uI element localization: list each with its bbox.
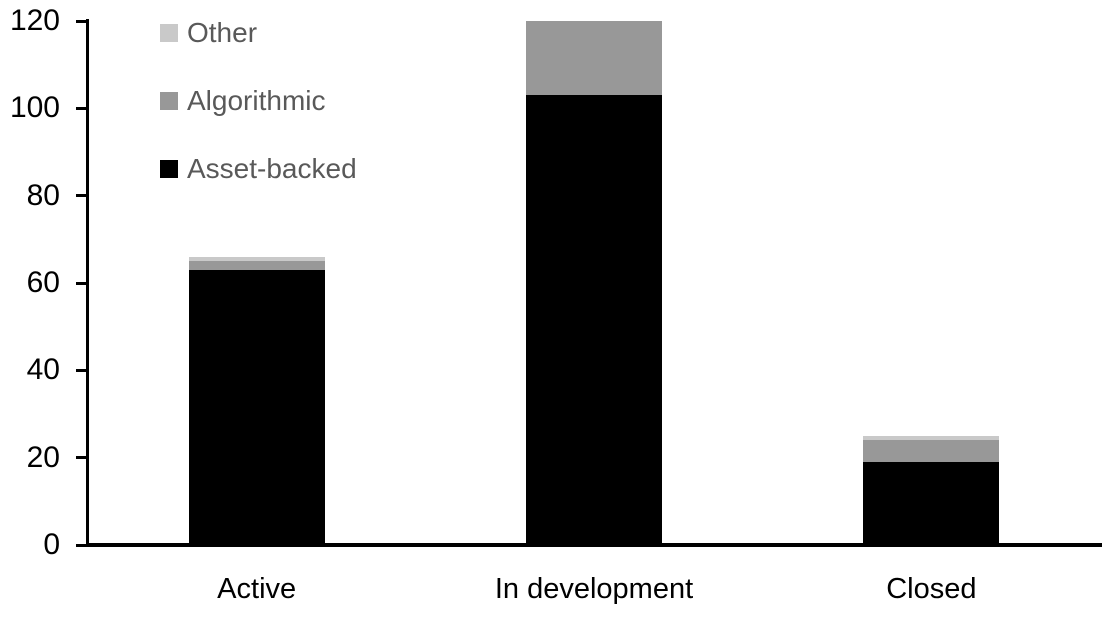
- chart-legend: Other Algorithmic Asset-backed: [160, 16, 357, 186]
- y-axis-tick-label: 60: [26, 266, 60, 299]
- algorithmic-swatch-icon: [160, 92, 178, 110]
- legend-item-asset-backed: Asset-backed: [160, 152, 357, 186]
- y-axis-tick-label: 0: [43, 528, 60, 561]
- y-axis-tick: [76, 19, 88, 23]
- bar-segment-algorithmic-active: [188, 261, 325, 270]
- y-axis-tick-label: 120: [9, 4, 60, 37]
- bar-segment-other-closed: [863, 435, 1000, 441]
- category-label-in-development: In development: [494, 573, 694, 605]
- bar-segment-other-active: [188, 256, 325, 262]
- x-axis-line: [86, 543, 1102, 547]
- category-label-closed: Closed: [886, 573, 977, 605]
- y-axis-tick: [76, 106, 88, 110]
- y-axis-tick-label: 40: [26, 353, 60, 387]
- legend-item-algorithmic: Algorithmic: [160, 84, 357, 118]
- y-axis-tick: [76, 543, 88, 547]
- y-axis-tick: [76, 281, 88, 285]
- bar-segment-algorithmic-closed: [863, 440, 1000, 463]
- other-swatch-icon: [160, 24, 178, 42]
- bar-segment-asset-backed-closed: [863, 462, 1000, 545]
- y-axis-tick-label: 100: [9, 91, 60, 125]
- y-axis-tick-label: 20: [26, 440, 60, 474]
- legend-label: Algorithmic: [187, 85, 326, 116]
- legend-label: Other: [187, 17, 258, 48]
- y-axis-tick: [76, 368, 88, 372]
- y-axis-tick: [76, 456, 88, 460]
- y-axis-tick: [76, 194, 88, 198]
- bar-segment-algorithmic-in-development: [526, 21, 662, 96]
- legend-label: Asset-backed: [187, 153, 357, 184]
- bar-segment-asset-backed-in-development: [526, 95, 662, 545]
- y-axis-tick-label: 80: [26, 178, 60, 212]
- legend-item-other: Other: [160, 16, 357, 50]
- bar-segment-asset-backed-active: [188, 269, 325, 545]
- category-label-active: Active: [217, 573, 297, 605]
- asset-backed-swatch-icon: [160, 160, 178, 178]
